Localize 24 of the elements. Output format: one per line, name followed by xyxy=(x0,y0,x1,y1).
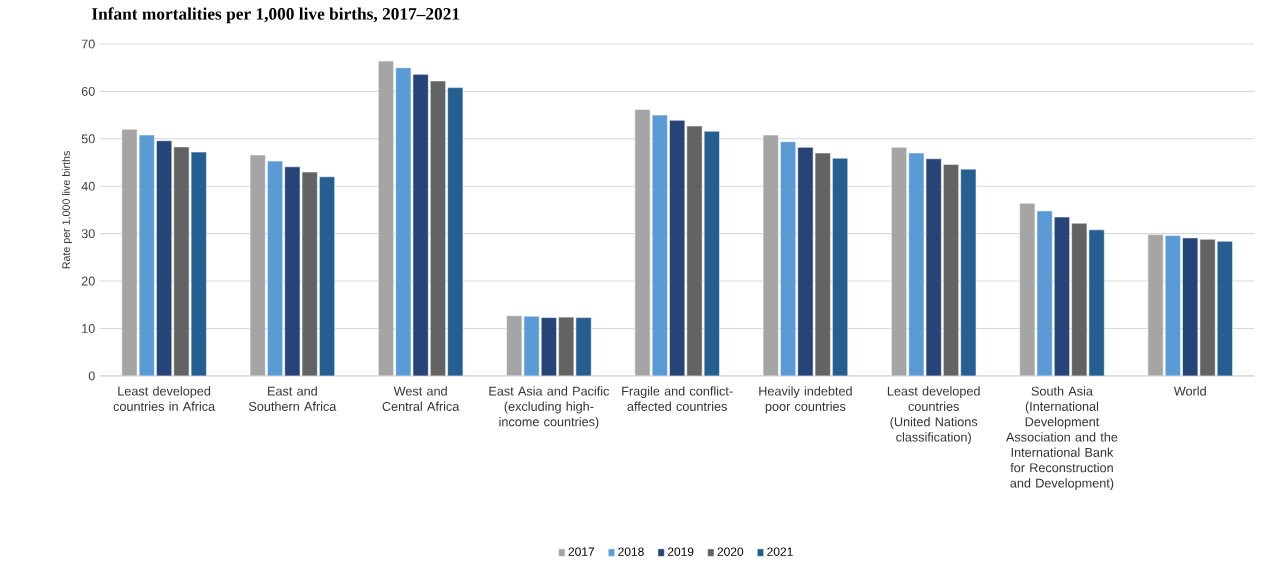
x-tick-label: East and Southern Africa xyxy=(248,386,337,411)
x-tick-label: World xyxy=(1173,386,1206,396)
y-tick-label: 10 xyxy=(82,323,95,333)
x-tick-label: Heavily indebted poor countries xyxy=(759,386,852,414)
x-tick-label: South Asia (International Development Association and the International Bank for Reconstruction and Development) xyxy=(1006,386,1118,490)
y-tick-label: 30 xyxy=(81,229,95,239)
y-tick-label: 20 xyxy=(81,276,95,286)
legend-label: 2021 xyxy=(767,547,793,556)
x-tick-label: Fragile and conflict-affected countries xyxy=(622,386,733,411)
y-tick-label: 0 xyxy=(88,371,95,381)
legend-label: 2019 xyxy=(667,547,694,556)
x-tick-label: West and Central Africa xyxy=(382,386,460,411)
y-tick-label: 40 xyxy=(81,181,95,191)
x-tick-label: Least developed countries (United Nations classification) xyxy=(887,386,980,444)
chart-title: Infant mortalities per 1,000 live births, 2017–2021 xyxy=(91,7,460,24)
y-tick-label: 60 xyxy=(81,86,95,96)
x-tick-label: Least developed countries in Africa xyxy=(113,386,216,411)
legend-label: 2018 xyxy=(618,547,644,556)
y-axis-title: Rate per 1,000 live births xyxy=(62,150,73,269)
y-tick-label: 50 xyxy=(81,134,95,144)
y-tick-label: 70 xyxy=(81,39,95,49)
x-tick-label: East Asia and Pacific (excluding high-income countries) xyxy=(489,386,610,429)
legend-label: 2020 xyxy=(717,547,744,556)
legend-label: 2017 xyxy=(568,547,595,556)
